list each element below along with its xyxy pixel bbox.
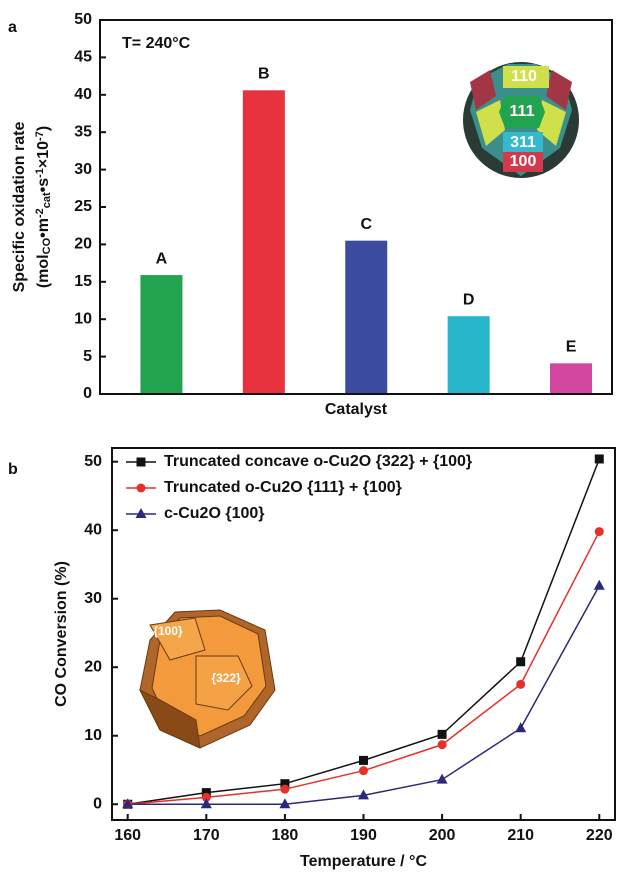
axis-title-part: -1	[34, 168, 46, 178]
x-tick-label: 190	[350, 827, 377, 844]
y-tick-label: 5	[83, 348, 92, 365]
x-axis-title: Temperature / °C	[300, 853, 427, 870]
y-tick-label: 50	[84, 453, 102, 470]
data-point	[280, 779, 290, 789]
y-tick-label: 0	[93, 795, 102, 812]
bar-label: D	[463, 291, 475, 308]
data-point	[593, 579, 605, 590]
data-point	[358, 789, 369, 800]
data-point	[437, 740, 447, 750]
bar	[140, 275, 183, 394]
legend-label: Truncated o-Cu2O {111} + {100}	[164, 479, 402, 496]
y-tick-label: 35	[74, 123, 92, 140]
axis-title: Specific oxidation rate	[11, 122, 28, 293]
y-tick-label: 0	[83, 385, 92, 402]
axis-title-part: CO	[41, 237, 53, 254]
inset-polyhedron-a	[463, 62, 579, 178]
data-point	[201, 788, 211, 798]
data-point	[200, 798, 212, 809]
legend-marker	[136, 483, 146, 493]
data-point	[359, 755, 368, 765]
bar-label: B	[258, 66, 270, 83]
axis-title: (molCO•m-2cat•s-1×10-7)	[34, 126, 54, 288]
bar	[345, 240, 388, 394]
y-tick-label: 10	[84, 727, 102, 744]
inset-label: {100}	[153, 624, 183, 638]
legend-label: c-Cu2O {100}	[164, 505, 265, 522]
y-tick-label: 20	[84, 658, 102, 675]
x-tick-label: 170	[193, 827, 220, 844]
axis-title-part: )	[35, 126, 52, 131]
panel-letter: b	[8, 461, 18, 478]
inset-polyhedron-b	[138, 609, 276, 749]
bar-label: C	[360, 216, 372, 233]
data-point	[437, 729, 447, 739]
axis-title-part: •s	[35, 178, 52, 193]
x-tick-label: 220	[586, 827, 613, 844]
inset-label: 100	[510, 153, 537, 170]
data-point	[594, 527, 604, 537]
x-tick-label: 160	[114, 827, 141, 844]
y-tick-label: 30	[84, 590, 102, 607]
plot-frame	[111, 447, 616, 821]
axis-title-part: (mol	[35, 254, 52, 288]
y-tick-label: 50	[74, 11, 92, 28]
axis-title-part: Specific oxidation rate	[11, 122, 28, 293]
x-tick-label: 210	[507, 827, 534, 844]
inset-label: {322}	[211, 671, 241, 685]
bar	[447, 316, 490, 394]
data-point	[122, 798, 134, 809]
data-point	[515, 722, 527, 733]
y-tick-label: 25	[74, 198, 92, 215]
legend-marker	[136, 457, 146, 467]
y-tick-label: 10	[74, 310, 92, 327]
data-point	[280, 784, 290, 794]
data-point	[279, 798, 291, 809]
bar	[242, 90, 285, 394]
axis-title-part: •m	[35, 218, 52, 238]
data-point	[436, 773, 448, 784]
bar-label: E	[566, 339, 577, 356]
axis-title-part: -7	[34, 131, 46, 141]
y-tick-label: 40	[84, 521, 102, 538]
inset-label: 311	[510, 134, 536, 151]
data-point	[516, 657, 526, 667]
bar	[550, 363, 593, 394]
annotation: T= 240°C	[122, 35, 191, 52]
y-tick-label: 40	[74, 86, 92, 103]
x-axis-title: Catalyst	[325, 401, 388, 418]
plot-frame	[99, 19, 613, 395]
legend-marker	[135, 508, 147, 518]
data-point	[594, 454, 604, 464]
data-point	[359, 766, 368, 776]
axis-title-part: cat	[41, 192, 53, 208]
data-point	[201, 792, 211, 802]
axis-title-part: -2	[34, 208, 46, 218]
x-tick-label: 200	[429, 827, 456, 844]
bar-label: A	[156, 250, 168, 267]
y-tick-label: 15	[74, 273, 92, 290]
inset-label: 110	[511, 68, 537, 85]
axis-title-part: ×10	[35, 141, 52, 168]
y-tick-label: 30	[74, 161, 92, 178]
inset-label: 111	[510, 103, 535, 120]
data-point	[516, 679, 526, 689]
x-tick-label: 180	[272, 827, 299, 844]
y-axis-title: CO Conversion (%)	[53, 561, 70, 707]
y-tick-label: 45	[74, 49, 92, 66]
legend-label: Truncated concave o-Cu2O {322} + {100}	[164, 453, 472, 470]
y-tick-label: 20	[74, 236, 92, 253]
panel-letter: a	[8, 19, 17, 36]
